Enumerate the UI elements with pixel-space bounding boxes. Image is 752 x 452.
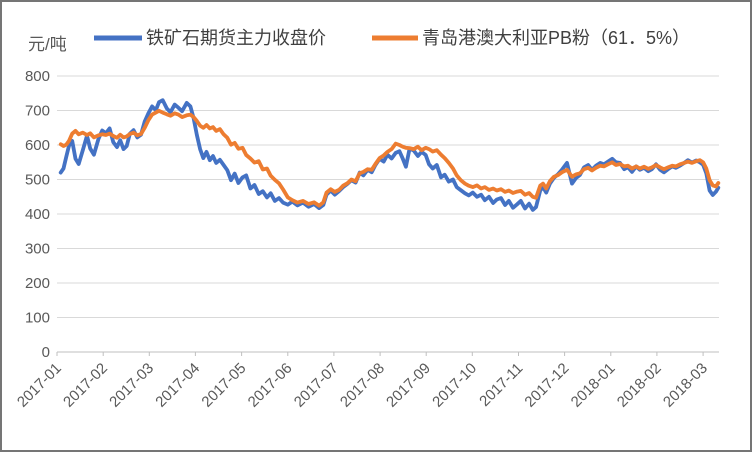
axis-layer: [56, 351, 719, 356]
x-tick-label: 2017-12: [521, 360, 572, 411]
y-tick-label: 0: [42, 344, 50, 361]
y-tick-label: 800: [25, 68, 50, 85]
x-tick-label: 2017-11: [476, 360, 526, 410]
x-tick-label: 2018-03: [660, 360, 711, 411]
x-tick-label: 2017-08: [337, 360, 388, 411]
series-layer: [58, 98, 721, 212]
y-tick-label: 300: [25, 241, 50, 258]
series-line-futures: [58, 98, 721, 212]
x-tick-label: 2017-01: [14, 360, 65, 411]
x-tick-label: 2018-02: [614, 360, 665, 411]
x-tick-label: 2017-03: [106, 360, 157, 411]
legend-label-futures: 铁矿石期货主力收盘价: [146, 28, 326, 48]
legend: 铁矿石期货主力收盘价 青岛港澳大利亚PB粉（61．5%）: [94, 28, 690, 48]
y-tick-label: 600: [25, 137, 50, 154]
y-tick-label: 400: [25, 206, 50, 223]
x-tick-label: 2018-01: [568, 360, 619, 411]
legend-label-pb-fines: 青岛港澳大利亚PB粉（61．5%）: [422, 28, 690, 48]
y-axis-unit-label: 元/吨: [28, 35, 67, 54]
x-tick-label: 2017-07: [291, 360, 342, 411]
y-tick-label: 200: [25, 275, 50, 292]
y-tick-label: 700: [25, 103, 50, 120]
x-tick-label: 2017-10: [429, 360, 480, 411]
x-tick-label: 2017-06: [245, 360, 296, 411]
x-tick-label: 2017-02: [60, 360, 111, 411]
label-layer: 01002003004005006007008002017-012017-022…: [14, 68, 711, 411]
x-tick-label: 2017-09: [383, 360, 434, 411]
series-line-pb-fines: [58, 108, 721, 208]
y-tick-label: 100: [25, 310, 50, 327]
x-tick-label: 2017-05: [198, 360, 249, 411]
y-tick-label: 500: [25, 172, 50, 189]
x-tick-label: 2017-04: [152, 360, 203, 411]
